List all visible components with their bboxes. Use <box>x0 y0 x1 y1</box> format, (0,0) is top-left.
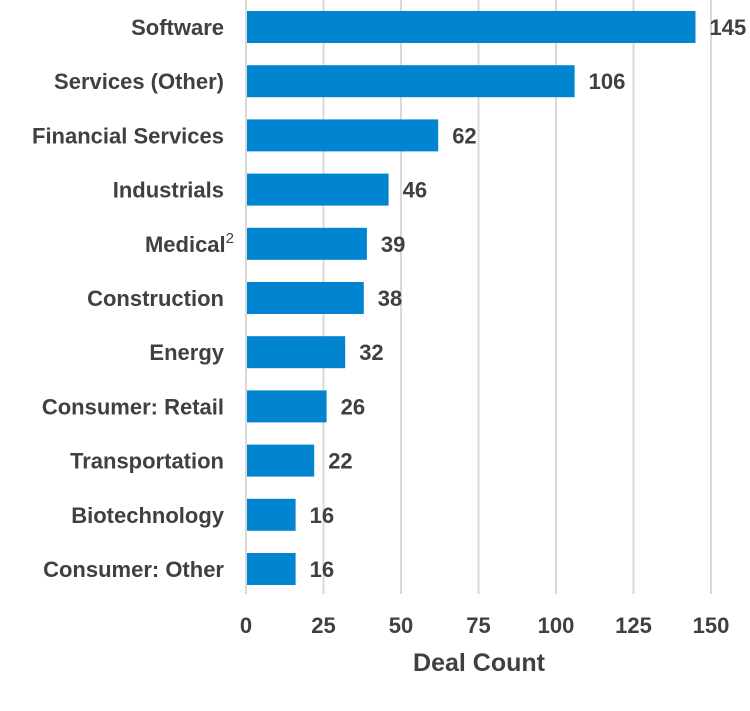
bar <box>247 553 296 585</box>
bar <box>247 282 364 314</box>
bar <box>247 390 327 423</box>
category-label: Transportation <box>70 449 224 474</box>
x-tick-label: 150 <box>693 613 730 638</box>
bar <box>247 173 389 206</box>
value-label: 46 <box>403 178 427 203</box>
category-label: Construction <box>87 286 224 311</box>
category-label: Services (Other) <box>54 69 224 94</box>
bars <box>247 11 696 585</box>
bar <box>247 227 367 260</box>
value-labels: 145 106 62 46 39 38 32 26 22 16 16 <box>310 15 747 582</box>
bar <box>247 11 696 43</box>
value-label: 145 <box>710 15 747 40</box>
category-label: Consumer: Retail <box>42 394 224 419</box>
bar <box>247 65 575 98</box>
bar <box>247 336 346 369</box>
value-label: 39 <box>381 232 405 257</box>
category-label: Medical2 <box>145 230 234 257</box>
category-labels: Software Services (Other) Financial Servic… <box>32 15 234 582</box>
value-label: 22 <box>328 449 352 474</box>
gridlines <box>245 0 712 594</box>
category-label: Energy <box>149 340 224 365</box>
x-tick-label: 125 <box>615 613 652 638</box>
value-label: 16 <box>310 503 334 528</box>
category-label: Industrials <box>113 178 224 203</box>
category-label: Consumer: Other <box>43 557 224 582</box>
x-tick-label: 25 <box>311 613 335 638</box>
value-label: 38 <box>378 286 402 311</box>
x-tick-label: 50 <box>389 613 413 638</box>
bar <box>247 444 315 477</box>
bar <box>247 119 439 152</box>
value-label: 16 <box>310 557 334 582</box>
value-label: 32 <box>359 340 383 365</box>
value-label: 26 <box>341 394 365 419</box>
x-tick-label: 100 <box>538 613 575 638</box>
x-tick-label: 0 <box>240 613 252 638</box>
category-label: Financial Services <box>32 123 224 148</box>
x-axis-title: Deal Count <box>413 649 546 677</box>
value-label: 106 <box>589 69 626 94</box>
value-label: 62 <box>452 123 476 148</box>
x-tick-labels: 0 25 50 75 100 125 150 <box>240 613 729 638</box>
category-label: Biotechnology <box>71 503 225 528</box>
category-label: Software <box>131 15 224 40</box>
bar <box>247 498 296 531</box>
footnote-superscript: 2 <box>226 230 234 247</box>
x-tick-label: 75 <box>466 613 490 638</box>
